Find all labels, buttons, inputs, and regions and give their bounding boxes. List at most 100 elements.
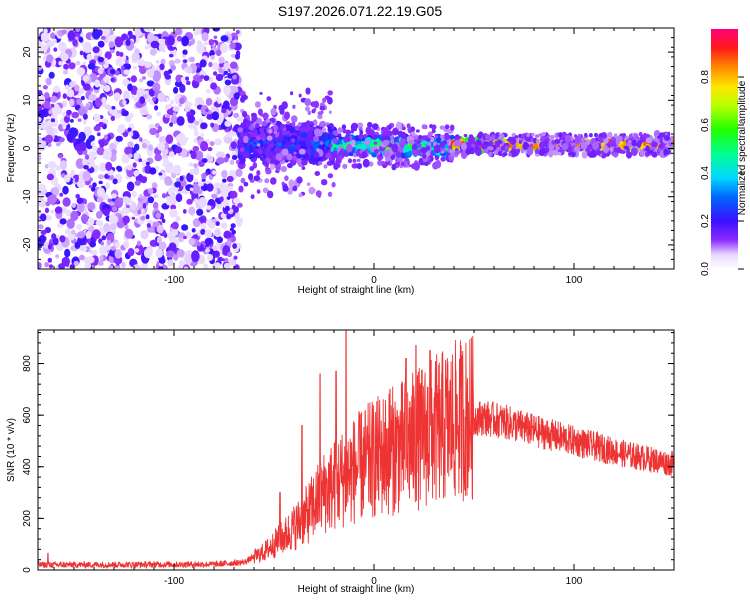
- heatmap-cell: [270, 108, 277, 116]
- heatmap-cell: [390, 154, 396, 160]
- heatmap-cell: [155, 212, 162, 219]
- heatmap-cell: [284, 111, 290, 120]
- heatmap-cell: [143, 93, 148, 99]
- heatmap-cell: [195, 150, 204, 161]
- heatmap-cell: [337, 127, 343, 133]
- heatmap-cell: [192, 145, 200, 152]
- heatmap-cell: [281, 181, 285, 186]
- heatmap-cell: [544, 147, 550, 153]
- heatmap-cell: [460, 142, 467, 151]
- heatmap-cell: [114, 36, 123, 48]
- heatmap-cell: [230, 131, 237, 137]
- heatmap-cell: [96, 210, 103, 219]
- heatmap-cell: [328, 110, 332, 114]
- heatmap-cell: [230, 53, 236, 59]
- heatmap-cell: [122, 208, 128, 213]
- heatmap-cell: [99, 140, 105, 148]
- heatmap-cell: [227, 240, 232, 247]
- heatmap-cell: [234, 92, 240, 100]
- heatmap-cell: [42, 85, 48, 90]
- heatmap-cell: [639, 149, 645, 157]
- heatmap-cell: [541, 132, 546, 137]
- heatmap-cell: [238, 187, 242, 191]
- heatmap-cell: [259, 132, 267, 140]
- heatmap-cell: [286, 153, 293, 161]
- heatmap-cell: [645, 137, 653, 144]
- heatmap-cell: [306, 131, 314, 138]
- heatmap-cell: [400, 138, 406, 146]
- heatmap-cell: [420, 147, 428, 154]
- heatmap-cell: [186, 198, 193, 205]
- heatmap-cell: [200, 141, 209, 152]
- heatmap-cell: [534, 149, 540, 154]
- heatmap-cell: [214, 138, 222, 146]
- heatmap-cell: [327, 173, 334, 179]
- heatmap-cell: [44, 214, 52, 221]
- heatmap-cell: [172, 112, 177, 116]
- heatmap-cell: [168, 151, 175, 158]
- heatmap-cell: [221, 258, 225, 262]
- heatmap-cell: [55, 165, 62, 171]
- colorbar-tick-label: 0.6: [700, 118, 711, 132]
- heatmap-cell: [444, 124, 450, 130]
- heatmap-cell: [421, 124, 427, 130]
- heatmap-cell: [518, 140, 523, 144]
- heatmap-cell: [249, 166, 255, 171]
- heatmap-cell: [185, 231, 191, 237]
- heatmap-cell: [74, 177, 79, 183]
- heatmap-cell: [512, 139, 517, 144]
- heatmap-cell: [78, 36, 84, 43]
- heatmap-cell: [44, 164, 49, 169]
- heatmap-cell: [243, 154, 247, 159]
- heatmap-cell: [213, 35, 218, 39]
- heatmap-cell: [218, 62, 224, 68]
- heatmap-cell: [231, 155, 238, 160]
- heatmap-cell: [55, 242, 64, 251]
- heatmap-cell: [76, 67, 86, 76]
- heatmap-cell: [351, 143, 356, 148]
- heatmap-cell: [179, 175, 184, 182]
- heatmap-cell: [152, 221, 159, 228]
- heatmap-cell: [561, 143, 569, 151]
- heatmap-cell: [251, 153, 255, 157]
- heatmap-cell: [83, 41, 92, 54]
- heatmap-cell: [65, 209, 72, 217]
- heatmap-cell: [298, 93, 302, 98]
- heatmap-cell: [179, 179, 187, 187]
- heatmap-cell: [330, 160, 336, 165]
- heatmap-cell: [440, 156, 446, 162]
- heatmap-cell: [387, 124, 392, 130]
- heatmap-cell: [53, 47, 58, 52]
- heatmap-cell: [141, 208, 145, 214]
- heatmap-cell: [431, 124, 437, 130]
- heatmap-cell: [494, 140, 499, 146]
- heatmap-cell: [288, 179, 295, 188]
- heatmap-cell: [117, 110, 122, 114]
- heatmap-cell: [663, 135, 671, 141]
- heatmap-cell: [70, 119, 74, 123]
- heatmap-cell: [178, 259, 186, 266]
- heatmap-cell: [301, 166, 306, 171]
- heatmap-cell: [502, 152, 508, 157]
- heatmap-cell: [508, 152, 512, 157]
- heatmap-cell: [241, 94, 248, 101]
- colorbar-label: Normalized spectral amplitude: [737, 80, 748, 215]
- heatmap-cell: [227, 182, 234, 188]
- heatmap-cell: [188, 122, 196, 129]
- heatmap-cell: [614, 140, 620, 145]
- heatmap-cell: [145, 214, 150, 220]
- heatmap-cell: [198, 118, 204, 125]
- heatmap-cell: [491, 134, 496, 139]
- heatmap-cell: [219, 196, 224, 202]
- heatmap-cell: [44, 134, 54, 144]
- heatmap-cell: [66, 109, 72, 115]
- heatmap-cell: [584, 132, 588, 138]
- heatmap-cell: [85, 103, 90, 109]
- heatmap-cell: [483, 148, 489, 154]
- heatmap-cell: [167, 259, 175, 267]
- heatmap-cell: [48, 264, 54, 269]
- heatmap-cell: [92, 28, 101, 40]
- heatmap-cell: [397, 151, 402, 158]
- heatmap-cell: [173, 254, 179, 261]
